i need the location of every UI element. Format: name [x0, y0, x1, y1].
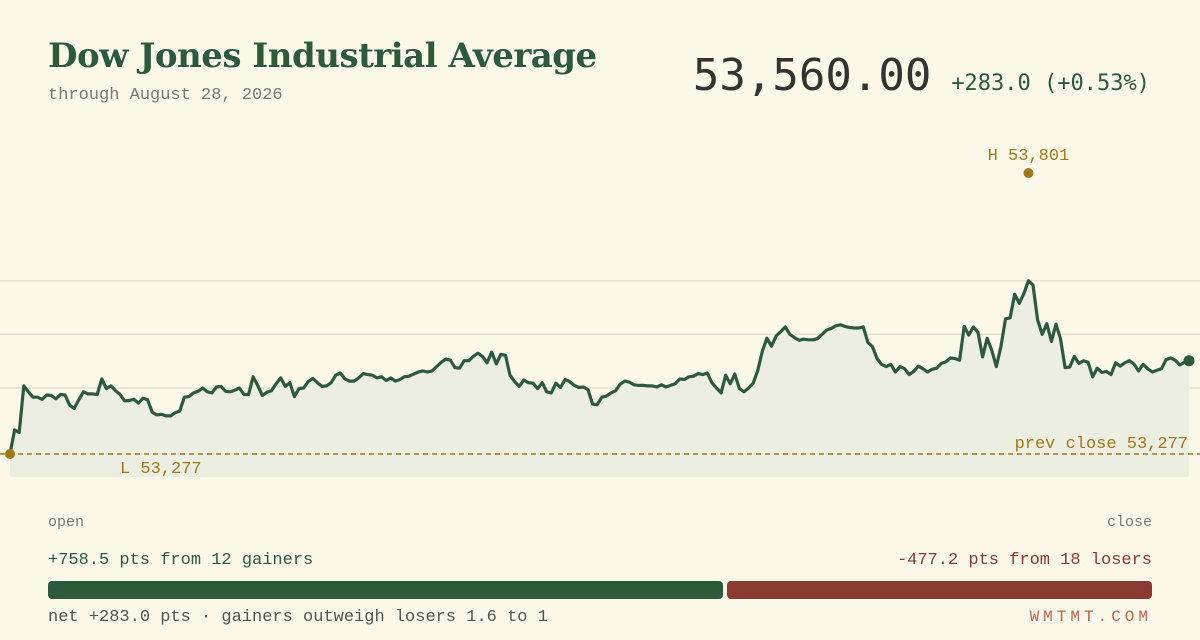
high-point [1023, 168, 1034, 178]
net-summary: net +283.0 pts · gainers outweigh losers… [48, 608, 548, 627]
losers-segment [727, 581, 1152, 599]
high-label: H 53,801 [988, 147, 1070, 166]
low-label: L 53,277 [120, 460, 202, 479]
price-change: +283.0 (+0.53%) [951, 71, 1150, 96]
close-point [1183, 355, 1195, 367]
x-axis-open-label: open [48, 514, 85, 531]
price-chart: H 53,801 L 53,277 prev close 53,277 [0, 147, 1200, 479]
price-line [8, 279, 1191, 456]
prev-close-label: prev close 53,277 [1015, 435, 1188, 454]
open-point [5, 449, 15, 459]
brand-mark: WMTMT.COM [1029, 608, 1152, 626]
gainers-summary: +758.5 pts from 12 gainers [48, 551, 314, 570]
gainers-segment [48, 581, 724, 599]
price-block: 53,560.00 +283.0 (+0.53%) [693, 50, 1150, 101]
page-title: Dow Jones Industrial Average [48, 36, 597, 76]
x-axis-close-label: close [1106, 514, 1152, 531]
price-area-fill [10, 280, 1189, 477]
losers-summary: -477.2 pts from 18 losers [896, 551, 1152, 570]
date-subtitle: through August 28, 2026 [48, 86, 283, 105]
breadth-bar [48, 581, 1152, 599]
current-price: 53,560.00 [692, 50, 932, 101]
